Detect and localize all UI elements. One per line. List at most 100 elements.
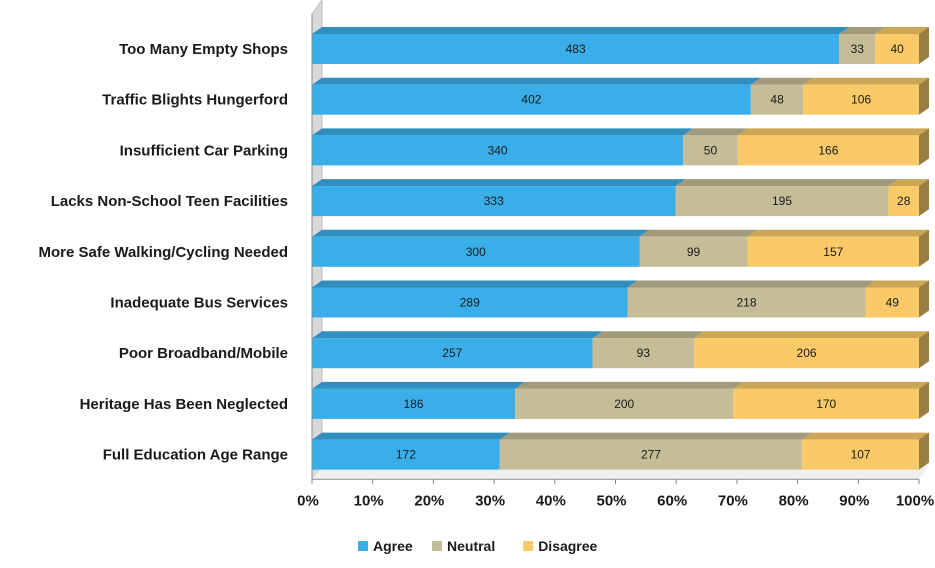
bar-segment-disagree: 166 [737,128,929,166]
bar-segment-neutral: 33 [839,27,886,64]
bar-segment-agree: 257 [312,331,603,369]
bar-segment-neutral: 48 [750,77,814,115]
bar [888,186,919,217]
bar-side-face [919,432,929,470]
bar-side-face [919,77,929,115]
bar-segment-disagree: 170 [733,381,929,419]
bar-top-face [750,77,814,85]
bar-top-face [802,432,929,440]
data-label: 106 [851,93,871,107]
legend-label: Disagree [538,538,597,554]
bar-top-face [865,280,929,288]
x-tick-label: 80% [779,492,809,509]
bar [312,84,751,115]
bar-side-face [919,280,929,318]
x-tick-label: 90% [839,492,869,509]
bar [694,338,919,369]
category-label: Full Education Age Range [103,447,288,464]
bar [875,34,919,64]
bar-segment-agree: 340 [312,128,694,166]
data-label: 48 [770,93,784,107]
bar-segment-neutral: 277 [499,432,813,470]
bar-top-face [839,27,886,34]
category-label: Insufficient Car Parking [120,142,288,159]
bar [312,388,516,419]
bar [312,34,840,64]
category-label: More Safe Walking/Cycling Needed [39,244,289,261]
bar-top-face [803,77,929,85]
bar [750,84,804,115]
bar-top-face [312,432,510,440]
legend-item-disagree: Disagree [523,538,598,554]
bar-row: 333 195 28 [312,179,929,217]
data-label: 186 [404,397,424,411]
bar-segment-disagree: 106 [803,77,929,115]
x-tick-label: 40% [536,492,566,509]
bar [802,439,919,470]
bar-segment-agree: 333 [312,179,686,217]
bar-row: 289 218 49 [312,280,929,318]
legend-swatch [523,541,534,551]
bar-row: 257 93 206 [312,331,929,369]
bar [675,186,889,217]
bar-top-face [875,27,929,34]
data-label: 402 [521,93,541,107]
legend-item-neutral: Neutral [432,538,495,554]
category-labels: Too Many Empty Shops Traffic Blights Hung… [39,41,289,464]
x-tick-label: 0% [297,492,319,509]
bar-top-face [683,128,748,136]
bar-top-face [694,331,929,339]
x-tick-label: 30% [475,492,505,509]
legend-label: Agree [373,538,413,554]
bar-top-face [312,381,526,389]
legend-swatch [358,541,368,551]
data-label: 206 [797,346,817,360]
bar-segment-agree: 300 [312,229,650,267]
bar-segment-agree: 402 [312,77,761,115]
bar-top-face [733,381,929,389]
bar [312,439,500,470]
bar-top-face [515,381,744,389]
data-label: 170 [816,397,836,411]
data-label: 166 [818,143,838,157]
bar [515,388,734,419]
legend: Agree Neutral Disagree [358,538,598,554]
bar-top-face [747,229,929,237]
bar-top-face [627,280,876,288]
x-tick-label: 20% [414,492,444,509]
bar [839,34,876,64]
bar-side-face [919,128,929,166]
data-label: 218 [736,296,756,310]
bar [865,287,919,318]
data-label: 50 [704,143,718,157]
bar-top-face [312,179,686,187]
bar-row: 172 277 107 [312,432,929,470]
bar [737,135,919,166]
bar-top-face [312,27,850,34]
bar-segment-disagree: 206 [694,331,929,369]
x-tick-label: 50% [596,492,626,509]
bar [312,186,676,217]
data-label: 277 [641,448,661,462]
bar-top-face [312,229,650,237]
bar-segment-disagree: 49 [865,280,929,318]
bar-top-face [639,229,758,237]
bar-segment-neutral: 195 [675,179,899,217]
data-label: 157 [823,245,843,259]
bar-row: 402 48 106 [312,77,929,115]
bar [312,338,593,369]
data-label: 172 [396,448,416,462]
bar-side-face [919,331,929,369]
bar-top-face [312,331,603,339]
bar-segment-disagree: 28 [888,179,929,217]
data-label: 333 [484,194,504,208]
category-label: Poor Broadband/Mobile [119,345,288,362]
data-label: 99 [687,245,701,259]
bar-row: 300 99 157 [312,229,929,267]
bar-top-face [675,179,899,187]
category-label: Heritage Has Been Neglected [80,396,288,413]
data-label: 28 [897,194,911,208]
data-label: 483 [566,42,586,56]
